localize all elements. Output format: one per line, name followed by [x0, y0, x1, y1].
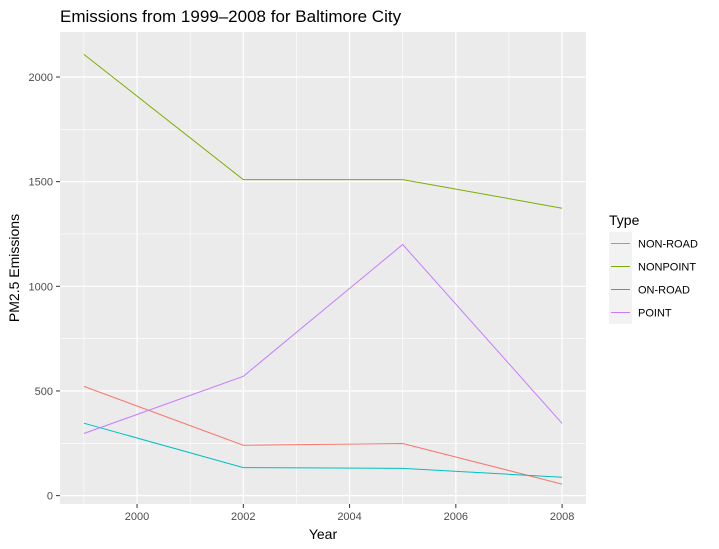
- minor-gridlines: [60, 32, 586, 504]
- series-line-on-road: [83, 422, 563, 478]
- legend-label-on-road: ON-ROAD: [638, 285, 690, 297]
- x-axis-title: Year: [309, 526, 338, 542]
- legend-label-non-road: NON-ROAD: [638, 239, 698, 251]
- series-line-non-road: [83, 385, 563, 485]
- x-tick-label: 2006: [444, 511, 468, 523]
- y-tick-label: 500: [35, 386, 53, 398]
- y-tick-label: 2000: [29, 72, 53, 84]
- chart-title: Emissions from 1999–2008 for Baltimore C…: [60, 7, 402, 26]
- y-tick-label: 0: [47, 491, 53, 503]
- legend-label-point: POINT: [638, 308, 672, 320]
- legend-title: Type: [609, 212, 640, 228]
- x-axis: 2000 2002 2004 2006 2008: [125, 504, 574, 523]
- major-gridlines: [60, 32, 586, 504]
- x-tick-label: 2000: [125, 511, 149, 523]
- legend: Type NON-ROAD NONPOINT ON-ROAD POINT: [609, 212, 698, 324]
- series-line-point: [83, 243, 563, 434]
- y-axis-title: PM2.5 Emissions: [6, 214, 22, 322]
- y-axis: 0 500 1000 1500 2000: [29, 72, 60, 503]
- x-tick-label: 2008: [550, 511, 574, 523]
- plot-panel: [60, 32, 586, 504]
- legend-label-nonpoint: NONPOINT: [638, 262, 696, 274]
- y-tick-label: 1500: [29, 177, 53, 189]
- y-tick-label: 1000: [29, 281, 53, 293]
- series-line-nonpoint: [83, 54, 563, 209]
- x-tick-label: 2004: [337, 511, 361, 523]
- series-lines: [83, 54, 563, 485]
- x-tick-label: 2002: [231, 511, 255, 523]
